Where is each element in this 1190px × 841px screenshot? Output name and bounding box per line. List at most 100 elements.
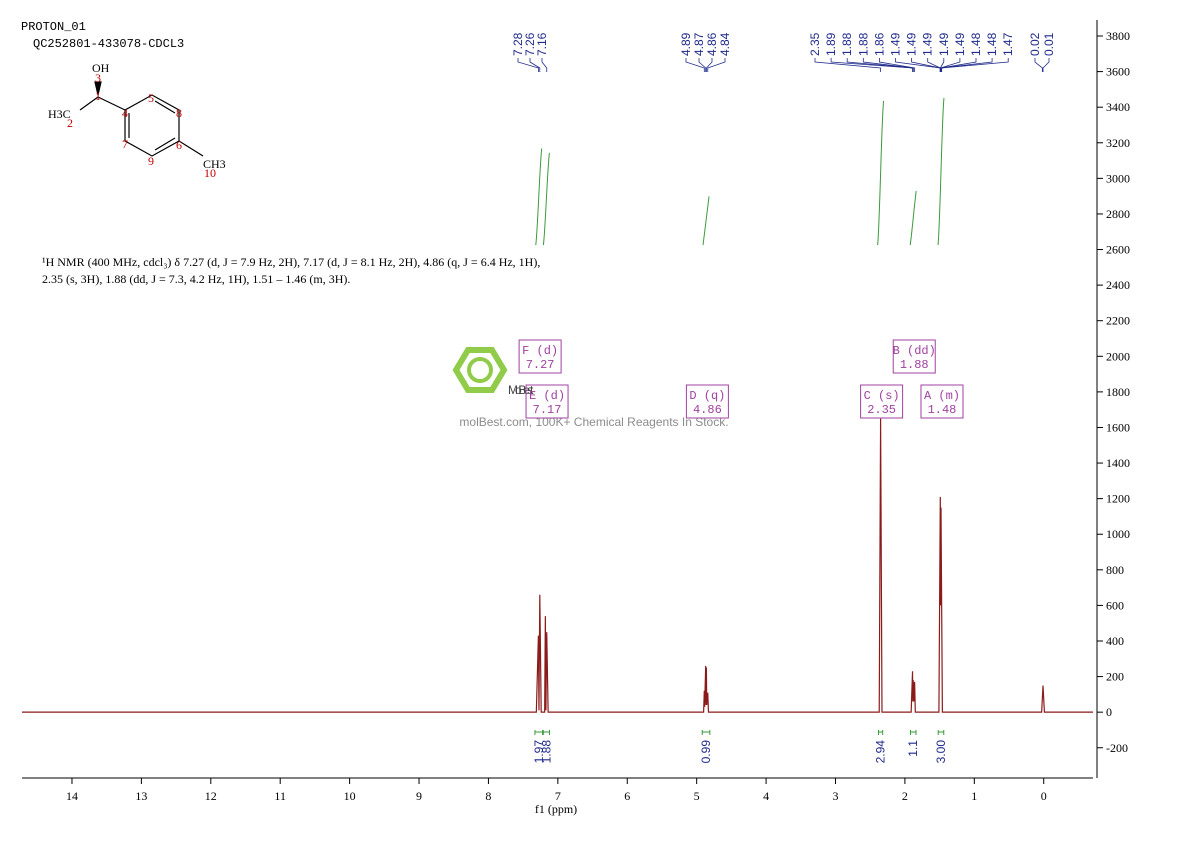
integral-curve [909, 191, 917, 246]
atom-number: 9 [148, 154, 154, 168]
peak-label: 7.28 [511, 32, 525, 56]
multiplet-name: F (d) [522, 344, 558, 358]
atom-number: 2 [67, 116, 73, 130]
peak-connector [529, 58, 541, 72]
atom-number: 4 [122, 106, 128, 120]
peak-connector [707, 58, 726, 72]
multiplet-box [685, 384, 729, 419]
y-tick-label: 3000 [1106, 171, 1130, 185]
atom-label: H3C [48, 107, 71, 121]
integral-curve [877, 100, 885, 246]
x-tick-label: 9 [416, 789, 422, 803]
integral-label: 1.88 [539, 740, 553, 764]
peak-connector [698, 58, 707, 72]
peak-connector [941, 58, 1009, 72]
watermark-brand: MolBest [508, 383, 534, 397]
y-tick-label: 200 [1106, 670, 1124, 684]
y-tick-label: 2000 [1106, 349, 1130, 363]
x-tick-label: 6 [624, 789, 630, 803]
y-tick-label: 1600 [1106, 420, 1130, 434]
y-tick-label: 2600 [1106, 243, 1130, 257]
integral-bracket [701, 730, 711, 735]
integral-bracket [542, 730, 551, 735]
x-tick-label: 14 [66, 789, 78, 803]
structure-labels: OH H3C CH3 1 2 3 4 5 6 7 8 9 10 [48, 61, 226, 180]
y-tick-label: 0 [1106, 705, 1112, 719]
peak-label: 4.87 [692, 32, 706, 56]
peak-label: 1.88 [840, 32, 854, 56]
peak-connector [830, 58, 913, 72]
y-tick-label: 1000 [1106, 527, 1130, 541]
y-tick-label: 600 [1106, 598, 1124, 612]
multiplet-shift: 4.86 [693, 403, 722, 417]
y-tick-label: 400 [1106, 634, 1124, 648]
peak-connector [1034, 58, 1043, 72]
atom-label: OH [92, 61, 110, 75]
integral-curve [937, 97, 945, 246]
y-tick-label: 1800 [1106, 385, 1130, 399]
peak-connector [940, 58, 993, 72]
atom-number: 3 [95, 71, 101, 85]
peak-connector [814, 58, 882, 72]
watermark: MolBest molBest.com, 100K+ Chemical Reag… [452, 347, 729, 429]
structure [79, 81, 204, 157]
x-tick-label: 3 [832, 789, 838, 803]
peak-label: 0.01 [1042, 32, 1056, 56]
multiplet-shift: 7.27 [526, 358, 555, 372]
integral-curve [535, 148, 543, 246]
y-tick-label: 2800 [1106, 207, 1130, 221]
y-tick-label: 2200 [1106, 314, 1130, 328]
x-tick-label: 12 [205, 789, 217, 803]
peak-label: 2.35 [808, 32, 822, 56]
atom-label: CH3 [203, 157, 226, 171]
multiplet-box [518, 339, 562, 374]
peak-connector [1042, 58, 1050, 72]
y-tick-label: 1200 [1106, 492, 1130, 506]
atom-number: 7 [122, 137, 128, 151]
integral-label: 3.00 [934, 740, 948, 764]
integral-label: 2.94 [874, 740, 888, 764]
atom-number: 5 [148, 91, 154, 105]
integral-label: 1.1 [906, 740, 920, 757]
peak-label: 1.49 [937, 32, 951, 56]
peak-label: 1.49 [921, 32, 935, 56]
peak-connector [705, 58, 713, 72]
peak-label: 0.02 [1028, 32, 1042, 56]
peak-connector [927, 58, 941, 72]
y-tick-label: 3400 [1106, 100, 1130, 114]
y-tick-label: 3800 [1106, 29, 1130, 43]
atom-number: 1 [95, 89, 101, 103]
description: 2.35 (s, 3H), 1.88 (dd, J = 7.3, 4.2 Hz,… [42, 272, 350, 286]
x-tick-label: 4 [763, 789, 769, 803]
peak-label: 1.48 [969, 32, 983, 56]
peak-connector [517, 58, 539, 72]
peak-connector [685, 58, 705, 72]
peak-connector [541, 58, 548, 72]
spectrum [22, 418, 1093, 713]
integral-bracket [534, 730, 544, 735]
peak-connector [939, 58, 961, 72]
peak-label: 1.47 [1001, 32, 1015, 56]
peak-label: 1.49 [889, 32, 903, 56]
y-tick-label: 1400 [1106, 456, 1130, 470]
y-tick-label: -200 [1106, 741, 1128, 755]
multiplet-shift: 1.88 [900, 358, 929, 372]
integral-bracket [909, 730, 917, 735]
multiplet-shift: 2.35 [867, 403, 896, 417]
atom-number: 10 [204, 166, 216, 180]
multiplet-name: B (dd) [893, 344, 936, 358]
x-tick-label: 1 [971, 789, 977, 803]
peak-label: 1.49 [953, 32, 967, 56]
description: ¹H NMR (400 MHz, cdcl₃) δ 7.27 (d, J = 7… [42, 255, 540, 269]
peak-label: 7.26 [523, 32, 537, 56]
x-tick-label: 5 [694, 789, 700, 803]
integral-curve [702, 196, 710, 246]
x-tick-label: 8 [485, 789, 491, 803]
y-tick-label: 3600 [1106, 65, 1130, 79]
x-axis-label: f1 (ppm) [535, 802, 577, 816]
peak-label: 1.89 [824, 32, 838, 56]
x-tick-label: 10 [344, 789, 356, 803]
atom-number: 8 [176, 106, 182, 120]
multiplet-name: A (m) [924, 389, 960, 403]
